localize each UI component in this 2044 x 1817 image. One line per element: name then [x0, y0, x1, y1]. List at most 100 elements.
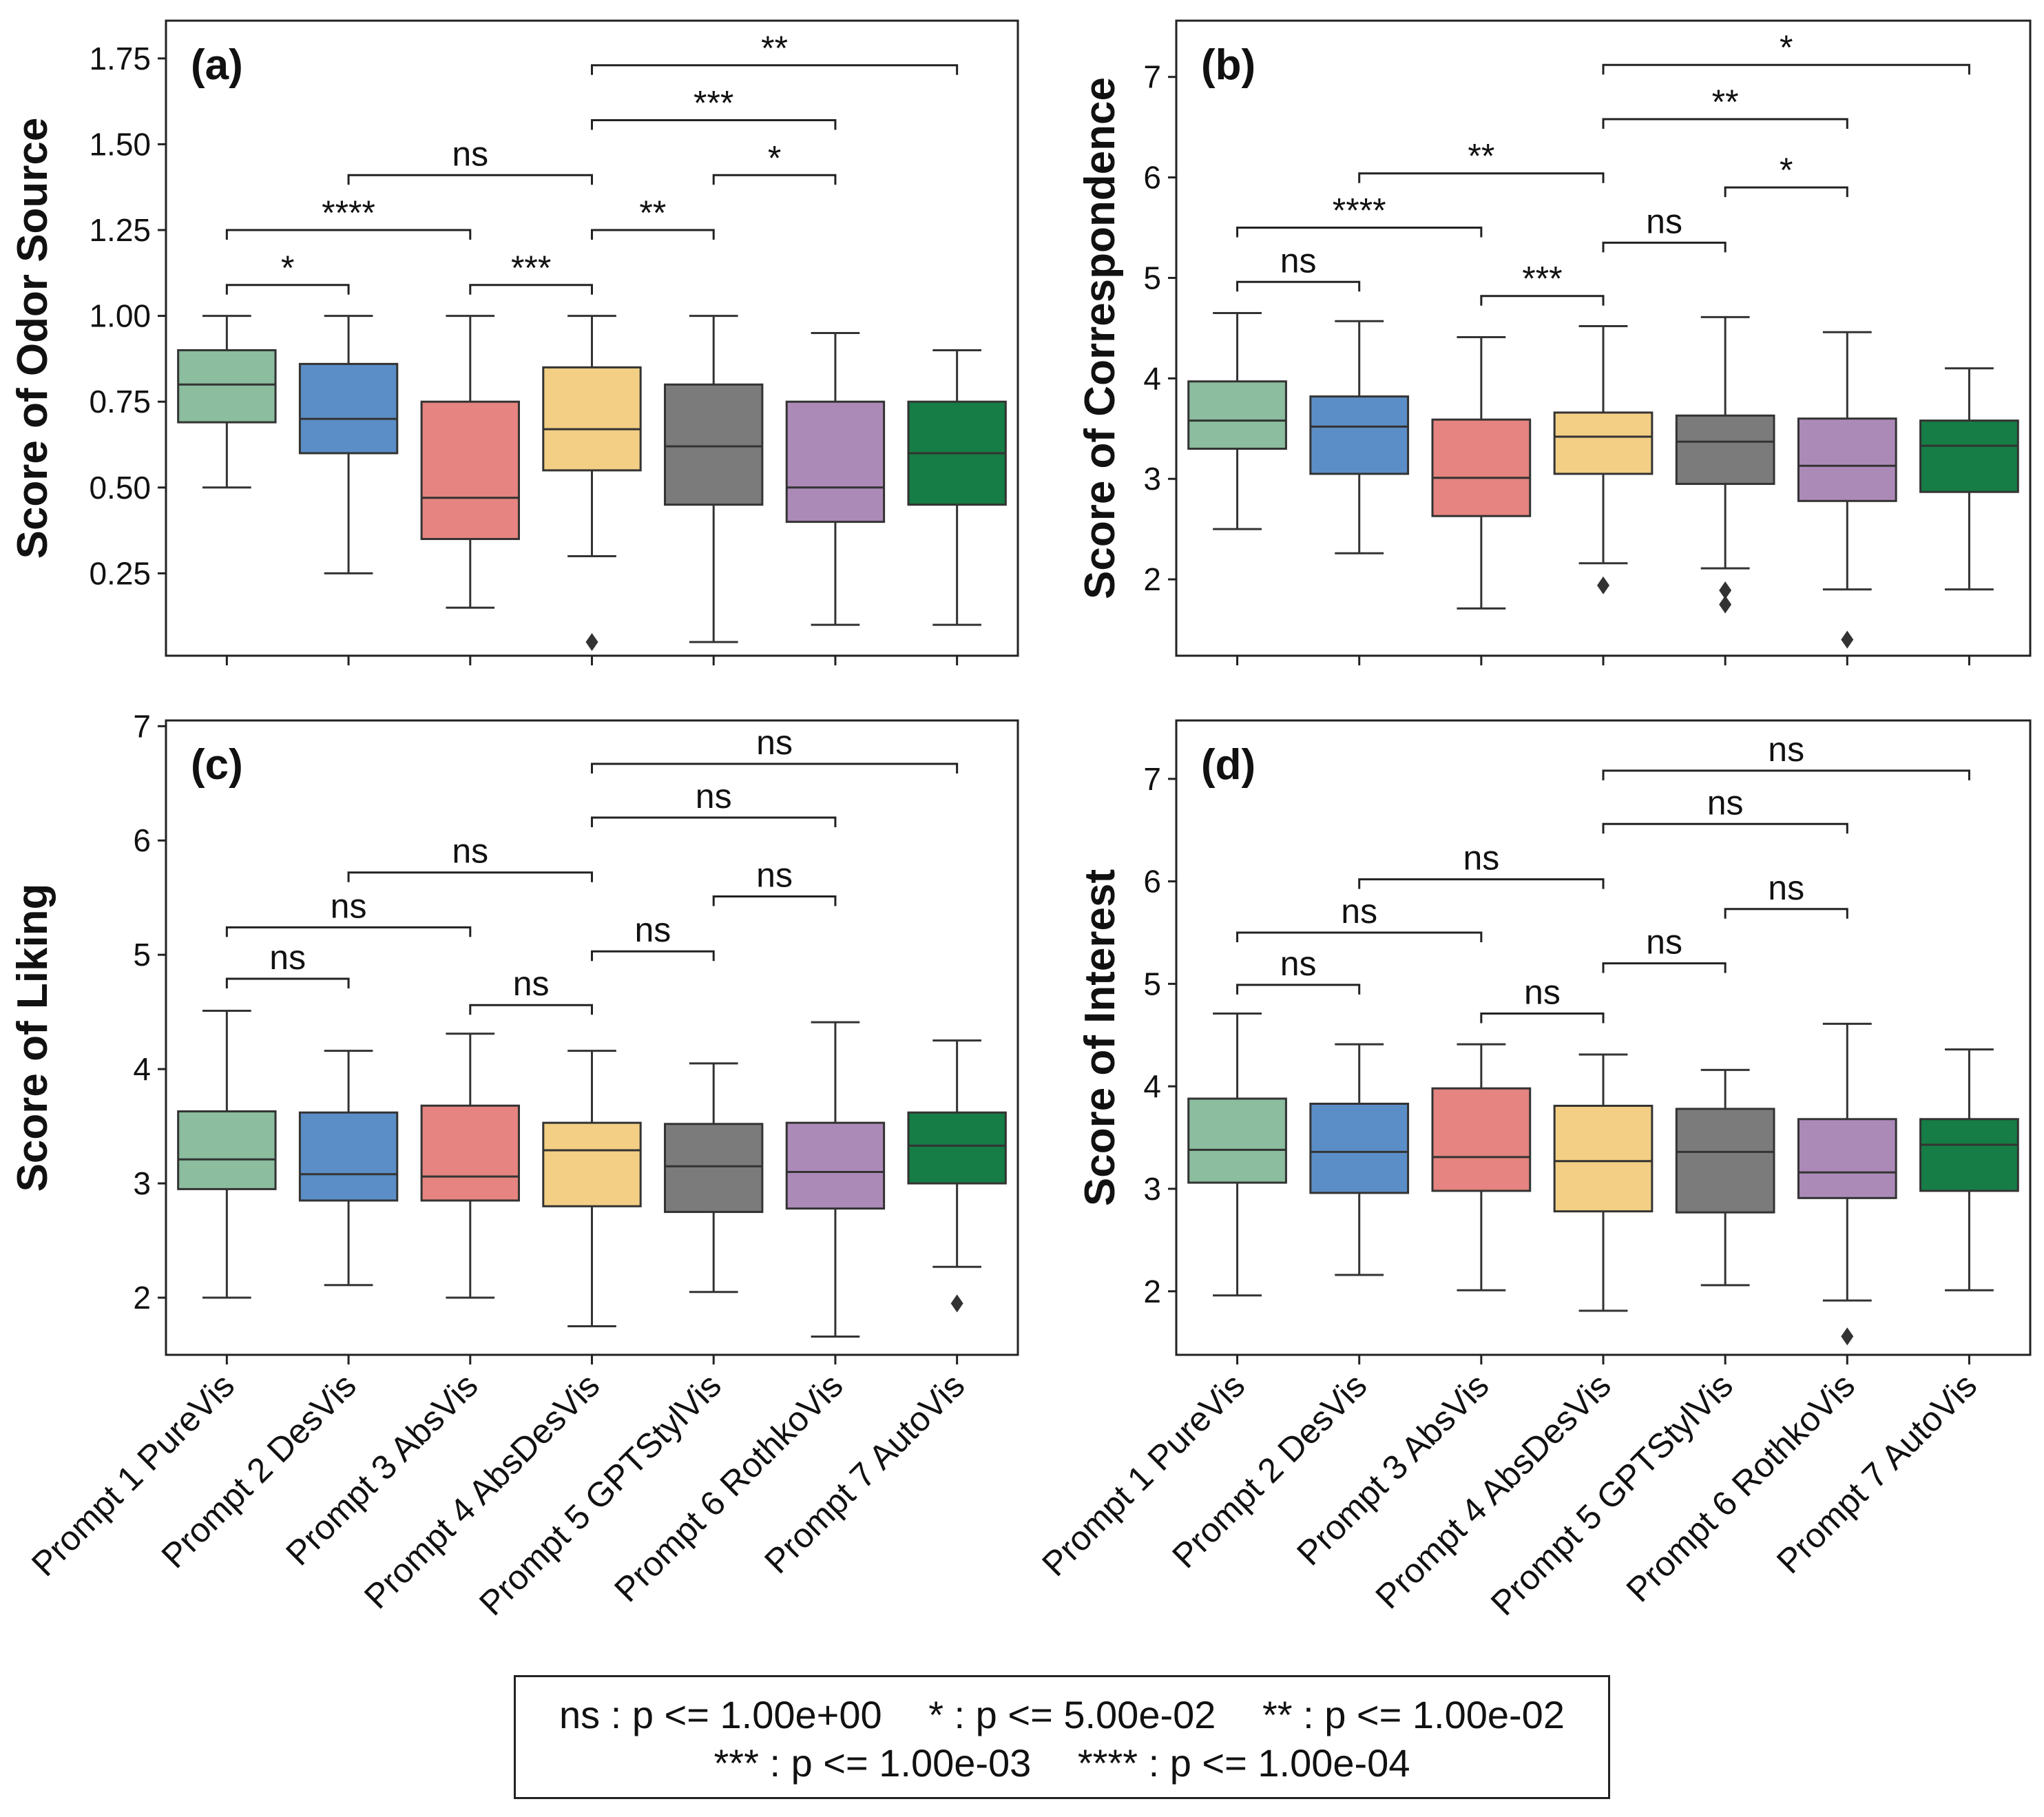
bracket-line [1602, 241, 1727, 253]
outlier-point [585, 633, 598, 652]
y-tick-label: 1.50 [89, 126, 151, 162]
box-iqr [664, 383, 764, 506]
x-category-label: Prompt 6 RothkoVis [607, 1366, 850, 1609]
y-tick-label: 5 [1143, 260, 1161, 295]
x-category-label: Prompt 4 AbsDesVis [1368, 1366, 1618, 1616]
significance-label: ns [1524, 973, 1561, 1012]
significance-bracket: ns [591, 723, 959, 774]
significance-bracket: *** [469, 249, 593, 295]
box-iqr [1919, 1118, 2019, 1192]
y-tick-label: 2 [1143, 1274, 1161, 1309]
box-iqr [1797, 417, 1897, 502]
significance-bracket: *** [1480, 260, 1605, 306]
bracket-line [1480, 1013, 1605, 1024]
y-axis-label: Score of Interest [1076, 869, 1124, 1206]
panel-label: (c) [191, 741, 243, 789]
y-tick-label: 4 [1143, 1068, 1161, 1104]
significance-bracket: ** [1358, 137, 1605, 183]
box-iqr [420, 1104, 520, 1202]
box-2 [1309, 1043, 1410, 1276]
bracket-line [591, 64, 959, 75]
significance-bracket: ns [225, 886, 472, 937]
x-category-label: Prompt 1 PureVis [1034, 1366, 1252, 1584]
significance-label: ns [1707, 783, 1744, 822]
box-6 [785, 1021, 886, 1338]
outlier-point [1841, 630, 1854, 649]
bracket-line [469, 284, 593, 295]
bracket-line [1602, 63, 1970, 75]
significance-bracket: ns [591, 777, 837, 828]
y-tick-label: 0.25 [89, 555, 151, 591]
significance-label: ns [1646, 923, 1682, 962]
panel-d: 2 3 4 5 6 7 Score of Interest (d) Prompt 1 PureV… [1034, 719, 2032, 1623]
box-6 [785, 332, 886, 626]
bracket-line [591, 119, 837, 130]
box-2 [298, 315, 399, 574]
y-axis-label: Score of Liking [9, 884, 56, 1192]
significance-bracket: ns [1602, 783, 1848, 834]
significance-bracket: ns [225, 938, 350, 989]
legend-row-1: ns : p <= 1.00e+00 * : p <= 5.00e-02 ** … [516, 1691, 1608, 1739]
significance-label: **** [1333, 191, 1386, 230]
significance-label: ns [331, 886, 367, 925]
bracket-line [1358, 172, 1605, 183]
significance-label: ns [452, 832, 488, 871]
box-iqr [542, 366, 642, 472]
significance-label: *** [694, 84, 733, 123]
box-iqr [1187, 380, 1287, 450]
box-iqr [1919, 419, 2019, 493]
significance-bracket: ns [347, 134, 593, 185]
significance-bracket: ns [1602, 730, 1970, 780]
box-iqr [1431, 1087, 1532, 1192]
bracket-line [1480, 295, 1605, 306]
panel-label: (b) [1201, 41, 1255, 89]
significance-bracket: **** [1236, 191, 1483, 238]
significance-label: ns [1280, 241, 1317, 280]
y-tick-label: 4 [133, 1051, 151, 1087]
bracket-line [347, 871, 593, 882]
significance-bracket: ns [1236, 892, 1483, 942]
legend-row-2: *** : p <= 1.00e-03 **** : p <= 1.00e-04 [516, 1739, 1608, 1787]
box-iqr [420, 400, 520, 541]
significance-label: ** [1468, 137, 1494, 176]
significance-bracket: *** [591, 84, 837, 130]
x-category-label: Prompt 1 PureVis [24, 1366, 242, 1584]
box-6 [1797, 1022, 1897, 1346]
significance-bracket: ns [1358, 839, 1605, 889]
box-iqr [1309, 1102, 1410, 1194]
bracket-line [1602, 769, 1970, 780]
significance-label: ** [761, 29, 788, 68]
bracket-line [712, 174, 837, 185]
bracket-line [1236, 931, 1483, 942]
panel-a: 0.25 0.50 0.75 1.00 1.25 1.50 1.75 Score of Odo… [9, 19, 1019, 665]
y-axis-label: Score of Correspondence [1076, 77, 1124, 599]
bracket-line [1358, 878, 1605, 889]
box-1 [1187, 312, 1287, 530]
significance-bracket: ns [712, 856, 837, 906]
outlier-point [1719, 595, 1732, 614]
box-5 [664, 1062, 764, 1294]
significance-label: ** [639, 194, 666, 232]
box-7 [1919, 1048, 2019, 1291]
y-tick-label: 3 [133, 1165, 151, 1201]
box-2 [1309, 320, 1410, 554]
bracket-line [225, 229, 472, 240]
outlier-point [1841, 1327, 1854, 1346]
significance-label: ns [1768, 869, 1804, 907]
box-1 [177, 315, 277, 489]
box-iqr [1675, 1108, 1775, 1214]
bracket-line [469, 1004, 593, 1015]
significance-bracket: ns [1602, 202, 1727, 253]
box-3 [420, 1032, 520, 1299]
box-4 [1553, 324, 1654, 594]
legend-entry-four-star: **** : p <= 1.00e-04 [1077, 1741, 1410, 1785]
significance-label: ns [756, 723, 793, 762]
bracket-line [1602, 118, 1848, 129]
bracket-line [225, 284, 350, 295]
bracket-line [347, 174, 593, 185]
outlier-point [1719, 581, 1732, 600]
y-tick-label: 6 [133, 822, 151, 858]
significance-label: *** [1522, 260, 1562, 298]
